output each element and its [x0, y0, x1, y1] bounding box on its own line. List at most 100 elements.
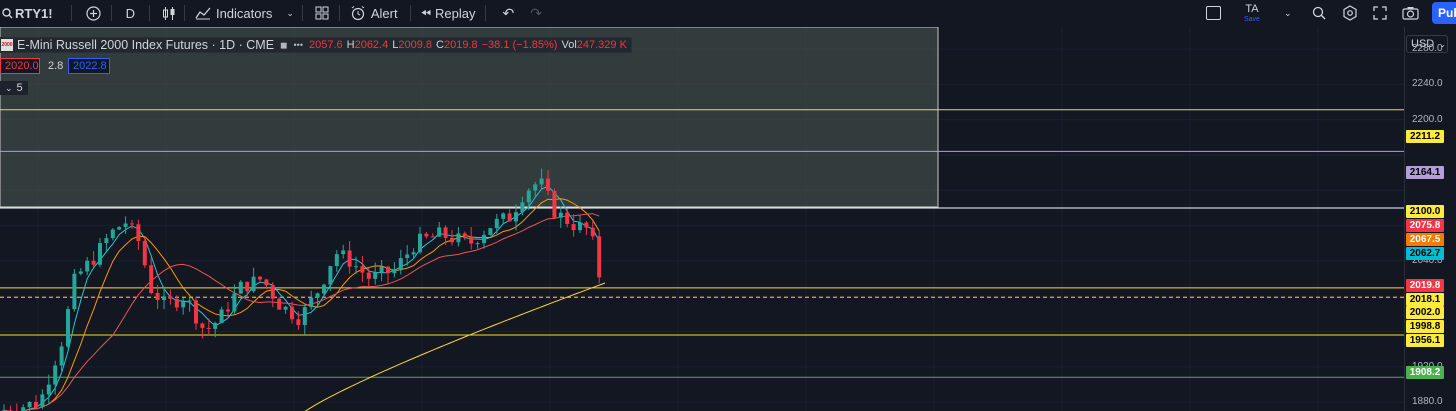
low-value: 2009.8: [398, 39, 433, 51]
candle-up: [405, 254, 410, 259]
undo-icon: ↶: [502, 5, 515, 21]
plus-circle-icon: [85, 5, 101, 21]
candle-up: [232, 293, 237, 312]
snapshot-button[interactable]: [1402, 0, 1419, 26]
price-chart[interactable]: [0, 27, 1404, 411]
chevron-down-icon: ⌄: [1439, 39, 1446, 49]
sell-price: 2020.0: [5, 60, 39, 72]
candle-down: [469, 236, 474, 244]
redo-icon: ↷: [530, 5, 542, 21]
candle-up: [392, 269, 397, 274]
candle-down: [277, 298, 282, 310]
price-label-badge: 2002.0: [1406, 306, 1444, 319]
open-value: 2057.6: [308, 39, 343, 51]
candle-down: [424, 233, 429, 237]
candle-up: [123, 223, 128, 228]
symbol-search[interactable]: RTY1!: [2, 0, 53, 26]
chart-pane[interactable]: 2000 E-Mini Russell 2000 Index Futures ·…: [0, 27, 1456, 411]
cme-logo: 2000: [1, 39, 13, 51]
chevron-down-icon: ⌄: [5, 82, 13, 93]
volume-value: 247.329 K: [576, 39, 627, 51]
compare-button[interactable]: [85, 0, 101, 26]
currency-select[interactable]: USD ⌄: [1406, 35, 1448, 53]
close-label: C: [436, 39, 444, 51]
search-icon: [2, 7, 13, 19]
sell-button[interactable]: 2020.0: [0, 58, 40, 74]
candle-up: [40, 394, 45, 408]
candle-up: [302, 307, 307, 326]
ma-mid-line: [3, 198, 600, 411]
candle-down: [130, 223, 134, 225]
redo-button[interactable]: ↷: [530, 0, 542, 26]
candle-up: [187, 300, 192, 302]
price-tick: 2040.0: [1412, 254, 1443, 266]
candle-down: [450, 237, 454, 243]
chart-type-button[interactable]: [162, 0, 176, 26]
candle-up: [558, 212, 563, 218]
ma-slow-line: [3, 213, 600, 411]
spread-label: 2.8: [48, 60, 64, 72]
candle-down: [206, 327, 211, 329]
symbol-legend[interactable]: 2000 E-Mini Russell 2000 Index Futures ·…: [0, 37, 632, 53]
divider: [485, 5, 487, 21]
candle-up: [488, 228, 493, 235]
candle-down: [462, 233, 467, 237]
indicator-count: 5: [16, 82, 23, 94]
candle-up: [309, 297, 314, 308]
account-initials: TA: [1245, 2, 1259, 15]
supply-zone-rect: [0, 27, 939, 208]
divider: [338, 5, 340, 21]
candle-down: [366, 272, 371, 279]
price-label-badge: 1908.2: [1406, 366, 1444, 379]
symbol-label: RTY1!: [15, 5, 53, 21]
indicators-button[interactable]: Indicators ⌄: [195, 0, 294, 26]
candle-down: [571, 224, 576, 231]
price-label-badge: 2075.8: [1406, 219, 1444, 232]
candle-up: [398, 258, 403, 270]
candle-down: [149, 265, 154, 294]
volume-label: Vol: [561, 39, 577, 51]
indicators-icon: [195, 6, 211, 20]
account-menu-button[interactable]: ⌄: [1284, 0, 1292, 26]
candle-down: [264, 279, 269, 286]
undo-button[interactable]: ↶: [502, 0, 514, 26]
candle-up: [539, 178, 544, 185]
price-label-badge: 2100.0: [1406, 205, 1444, 218]
candle-up: [213, 323, 218, 329]
candle-down: [360, 266, 365, 273]
fullscreen-button[interactable]: [1373, 0, 1387, 26]
alert-label: Alert: [370, 5, 398, 21]
candle-up: [533, 184, 538, 191]
divider: [409, 5, 411, 21]
candle-down: [290, 306, 294, 320]
candle-up: [59, 346, 64, 366]
chevron-down-icon: ⌄: [286, 7, 294, 18]
quick-search-button[interactable]: [1311, 0, 1327, 26]
buy-button[interactable]: 2022.8: [68, 58, 110, 74]
candle-down: [584, 222, 589, 228]
candle-up: [162, 296, 166, 301]
more-icon[interactable]: •••: [293, 40, 303, 50]
candle-down: [258, 276, 262, 280]
divider: [183, 5, 185, 21]
candle-up: [501, 213, 506, 219]
candle-up: [283, 306, 288, 310]
account-button[interactable]: TA Save: [1244, 0, 1260, 26]
price-label-badge: 2067.5: [1406, 233, 1444, 246]
candle-up: [110, 229, 115, 239]
interval-button[interactable]: D: [126, 0, 135, 26]
indicator-collapse-toggle[interactable]: ⌄ 5: [0, 81, 28, 95]
replay-button[interactable]: ⏪︎ Replay: [421, 0, 476, 26]
chevron-down-icon: ⌄: [1284, 7, 1292, 18]
candle-down: [347, 250, 352, 267]
candle-down: [270, 285, 275, 299]
ma-fast-line: [3, 185, 600, 411]
fullscreen-toggle[interactable]: [1206, 0, 1221, 26]
layouts-button[interactable]: [315, 0, 329, 26]
publish-button[interactable]: Pub: [1432, 2, 1456, 24]
candle-up: [219, 309, 224, 324]
candle-up: [27, 401, 32, 408]
settings-button[interactable]: [1342, 0, 1358, 26]
candle-down: [136, 224, 141, 241]
alert-button[interactable]: Alert: [350, 0, 398, 26]
